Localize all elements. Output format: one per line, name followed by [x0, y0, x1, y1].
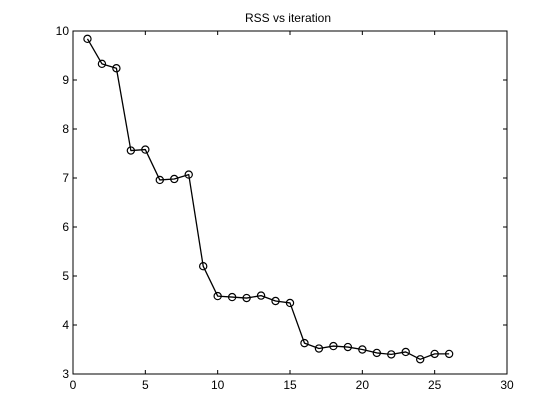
y-tick-label: 6: [62, 220, 69, 234]
data-point: [184, 170, 193, 179]
data-point: [126, 146, 136, 155]
x-tick-label: 20: [356, 378, 370, 392]
data-point: [285, 298, 295, 308]
data-point: [314, 344, 324, 353]
chart-title: RSS vs iteration: [245, 11, 331, 25]
data-point: [213, 291, 222, 301]
data-point: [155, 175, 164, 185]
x-tick-label: 10: [211, 378, 225, 392]
series-line: [86, 38, 450, 360]
data-point: [112, 64, 121, 73]
y-tick-label: 5: [62, 269, 69, 283]
data-point: [227, 292, 237, 302]
data-point: [300, 338, 309, 348]
data-point: [198, 262, 208, 271]
data-point: [444, 349, 454, 359]
data-point: [329, 341, 338, 351]
data-point: [416, 355, 425, 364]
x-axis-tick-labels: 0 5 10 15 20 25 30: [70, 378, 514, 392]
x-tick-label: 15: [283, 378, 297, 392]
data-point: [97, 59, 107, 69]
data-point: [83, 34, 92, 44]
data-point: [256, 291, 266, 300]
x-tick-label: 0: [70, 378, 77, 392]
data-point: [170, 174, 179, 184]
x-tick-label: 25: [428, 378, 442, 392]
x-tick-label: 5: [142, 378, 149, 392]
plot-area: [72, 30, 508, 375]
data-point: [401, 347, 410, 357]
data-point: [372, 348, 381, 358]
data-point: [343, 342, 353, 352]
data-point: [141, 145, 150, 154]
data-point: [271, 296, 280, 306]
data-point: [430, 349, 439, 359]
y-tick-label: 3: [62, 367, 69, 381]
data-point: [387, 350, 396, 359]
data-point: [358, 345, 367, 354]
data-markers: [83, 34, 454, 364]
y-tick-label: 7: [62, 171, 69, 185]
axis-ticks: [72, 30, 508, 375]
y-axis-tick-labels: 3 4 5 6 7 8 9 10: [56, 24, 70, 381]
data-point: [242, 293, 251, 303]
y-tick-label: 10: [56, 24, 70, 38]
y-tick-label: 8: [62, 122, 69, 136]
y-tick-label: 4: [62, 318, 69, 332]
x-tick-label: 30: [500, 378, 514, 392]
y-tick-label: 9: [62, 73, 69, 87]
